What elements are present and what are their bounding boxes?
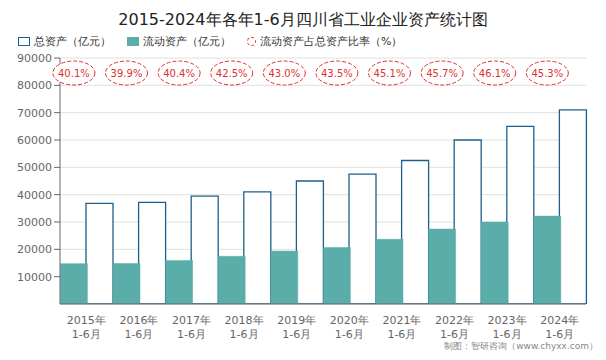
svg-text:2024年1-6月: 2024年1-6月 [540, 314, 579, 340]
svg-text:90000: 90000 [17, 52, 52, 65]
svg-text:20000: 20000 [17, 243, 52, 256]
svg-text:10000: 10000 [17, 271, 52, 284]
svg-text:2018年1-6月: 2018年1-6月 [225, 314, 264, 340]
svg-text:70000: 70000 [17, 107, 52, 120]
svg-text:40.4%: 40.4% [163, 68, 195, 79]
svg-text:43.0%: 43.0% [268, 68, 300, 79]
svg-text:40000: 40000 [17, 189, 52, 202]
svg-text:2020年1-6月: 2020年1-6月 [330, 314, 369, 340]
svg-text:2016年1-6月: 2016年1-6月 [119, 314, 158, 340]
svg-text:43.5%: 43.5% [321, 68, 353, 79]
svg-text:40.1%: 40.1% [58, 68, 90, 79]
html-text:流动资产（亿元）: 流动资产（亿元） [143, 34, 231, 48]
svg-text:2023年1-6月: 2023年1-6月 [488, 314, 527, 340]
html-text:流动资产占总资产比率（%）: 流动资产占总资产比率（%） [260, 34, 403, 48]
html-text:2015-2024年各年1-6月四川省工业企业资产统计图: 2015-2024年各年1-6月四川省工业企业资产统计图 [118, 10, 488, 29]
svg-text:42.5%: 42.5% [216, 68, 248, 79]
svg-text:45.3%: 45.3% [531, 68, 563, 79]
svg-text:2021年1-6月: 2021年1-6月 [382, 314, 421, 340]
svg-text:46.1%: 46.1% [479, 68, 511, 79]
html-text:总资产（亿元）: 总资产（亿元） [34, 34, 111, 48]
svg-text:2017年1-6月: 2017年1-6月 [172, 314, 211, 340]
svg-text:39.9%: 39.9% [111, 68, 143, 79]
svg-text:2022年1-6月: 2022年1-6月 [435, 314, 474, 340]
svg-text:80000: 80000 [17, 79, 52, 92]
svg-text:50000: 50000 [17, 161, 52, 174]
svg-text:30000: 30000 [17, 216, 52, 229]
svg-text:2019年1-6月: 2019年1-6月 [277, 314, 316, 340]
svg-text:60000: 60000 [17, 134, 52, 147]
html-text:制图：智研咨询（www.chyxx.com）: 制图：智研咨询（www.chyxx.com） [444, 341, 598, 351]
svg-text:2015年1-6月: 2015年1-6月 [67, 314, 106, 340]
svg-text:45.7%: 45.7% [426, 68, 458, 79]
svg-text:45.1%: 45.1% [374, 68, 406, 79]
